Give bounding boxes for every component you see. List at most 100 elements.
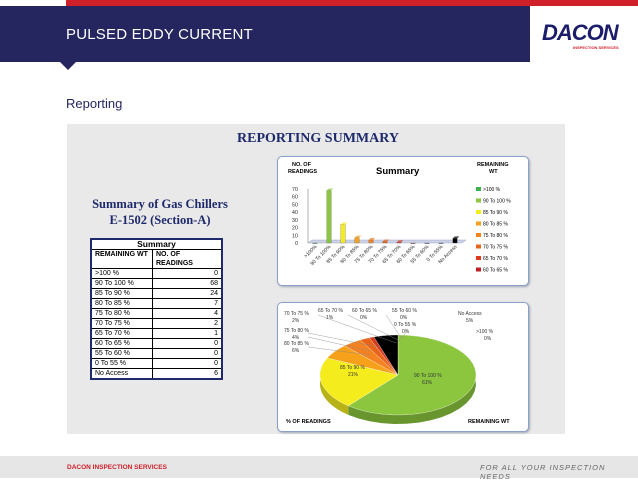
pie-label-name: 60 To 65 % — [352, 308, 377, 314]
report-title: REPORTING SUMMARY — [237, 131, 399, 146]
bar — [312, 242, 318, 244]
dacon-logo: DACON — [542, 20, 619, 45]
row-label: 65 To 70 % — [90, 328, 153, 339]
bar-ytick: 0 — [295, 241, 298, 247]
pie-label-pct: 0% — [400, 315, 408, 321]
bar — [368, 239, 374, 244]
bar-top — [382, 239, 390, 242]
pie-slice — [369, 336, 399, 376]
row-label: 75 To 80 % — [90, 308, 153, 319]
bar-top — [368, 237, 376, 240]
bar — [340, 224, 346, 244]
row-value: 2 — [152, 318, 223, 329]
bar-top — [340, 222, 348, 225]
table-row: 65 To 70 % 1 — [90, 328, 223, 339]
section-heading: Reporting — [66, 96, 123, 111]
pie-label-name: 55 To 60 % — [392, 308, 417, 314]
pie-legend-title: REMAINING WT — [468, 419, 510, 425]
legend-label: >100 % — [483, 187, 501, 193]
pie-slice-side — [320, 357, 349, 415]
top-accent-strip — [66, 0, 638, 6]
table-row: 80 To 85 % 7 — [90, 298, 223, 309]
table-row: 55 To 60 % 0 — [90, 348, 223, 359]
pie-label-pct: 2% — [292, 318, 300, 324]
legend-swatch — [476, 210, 481, 214]
row-label: 80 To 85 % — [90, 298, 153, 309]
legend-label: 60 To 65 % — [483, 268, 508, 274]
pie-leader — [307, 346, 371, 356]
header-bar — [0, 6, 530, 62]
pie-label-pct: 0% — [360, 315, 368, 321]
pie-leader — [317, 314, 397, 344]
pie-label-name: 70 To 75 % — [284, 311, 309, 317]
legend-swatch — [476, 221, 481, 226]
pie-slice-side — [348, 335, 476, 424]
row-value: 0 — [152, 348, 223, 359]
pie-leader — [307, 336, 371, 352]
bar-top — [354, 235, 362, 238]
bar — [354, 237, 360, 244]
pie-label-pct: 6% — [292, 348, 300, 354]
row-value: 7 — [152, 298, 223, 309]
row-label: 90 To 100 % — [90, 278, 153, 289]
table-row: 75 To 80 % 4 — [90, 308, 223, 319]
legend-swatch — [476, 233, 481, 237]
bar-ylabel: NO. OF — [292, 162, 312, 168]
bar-top — [452, 236, 460, 239]
pie-label-name: No Access — [458, 311, 482, 317]
bar — [410, 242, 416, 244]
col-header-remaining-wt: REMAINING WT — [90, 249, 153, 269]
legend-label: 90 To 100 % — [483, 199, 511, 205]
pie-label-pct: 5% — [466, 318, 474, 324]
report-subtitle-line2: E-1502 (Section-A) — [109, 213, 211, 227]
col-header-readings: NO. OF READINGS — [152, 249, 223, 269]
bar — [438, 242, 444, 244]
bar-ytick: 10 — [292, 233, 298, 239]
logo-tagline: INSPECTION SERVICES — [573, 45, 619, 50]
pie-label-pct: 0% — [484, 336, 492, 342]
bar-ytick: 70 — [292, 187, 298, 193]
legend-label: 75 To 80 % — [483, 233, 508, 239]
bar-ylabel-2: READINGS — [288, 169, 317, 175]
bar-ytick: 20 — [292, 226, 298, 232]
pie-label-pct: 61% — [422, 380, 433, 386]
legend-label: 80 To 85 % — [483, 222, 508, 228]
pie-label-name: 75 To 80 % — [284, 328, 309, 334]
pie-label-name: 90 To 100 % — [414, 373, 442, 379]
bar — [424, 242, 430, 244]
legend-label: 65 To 70 % — [483, 256, 508, 262]
pie-leader — [347, 314, 401, 342]
row-value: 68 — [152, 278, 223, 289]
pie-leader — [401, 328, 409, 340]
bar-top — [396, 240, 404, 243]
pie-label-pct: 0% — [402, 329, 410, 335]
footer-tagline: FOR ALL YOUR INSPECTION NEEDS — [480, 463, 606, 481]
row-value: 0 — [152, 268, 223, 279]
pie-label-name: 80 To 85 % — [284, 341, 309, 347]
pie-slice — [344, 339, 399, 376]
table-row: 90 To 100 % 68 — [90, 278, 223, 289]
bar-ytick: 40 — [292, 210, 298, 216]
bar — [326, 190, 332, 244]
table-row: 60 To 65 % 0 — [90, 338, 223, 349]
pie-slice — [360, 337, 399, 376]
legend-label: 85 To 90 % — [483, 210, 508, 216]
bar-top — [326, 188, 334, 191]
bar-chart-title: Summary — [376, 166, 420, 177]
row-value: 6 — [152, 368, 223, 380]
bar — [452, 238, 458, 244]
row-value: 0 — [152, 338, 223, 349]
pie-label-pct: 1% — [326, 315, 334, 321]
header-notch — [60, 62, 76, 70]
footer-company: DACON INSPECTION SERVICES — [67, 464, 167, 471]
bar-legend-title-2: WT — [489, 169, 498, 175]
legend-swatch — [476, 256, 481, 260]
row-label: >100 % — [90, 268, 153, 279]
bar-ytick: 50 — [292, 202, 298, 208]
legend-swatch — [476, 267, 481, 272]
pie-slice — [327, 345, 399, 376]
logo-area — [530, 6, 638, 62]
bar-ytick: 60 — [292, 195, 298, 201]
row-label: 70 To 75 % — [90, 318, 153, 329]
